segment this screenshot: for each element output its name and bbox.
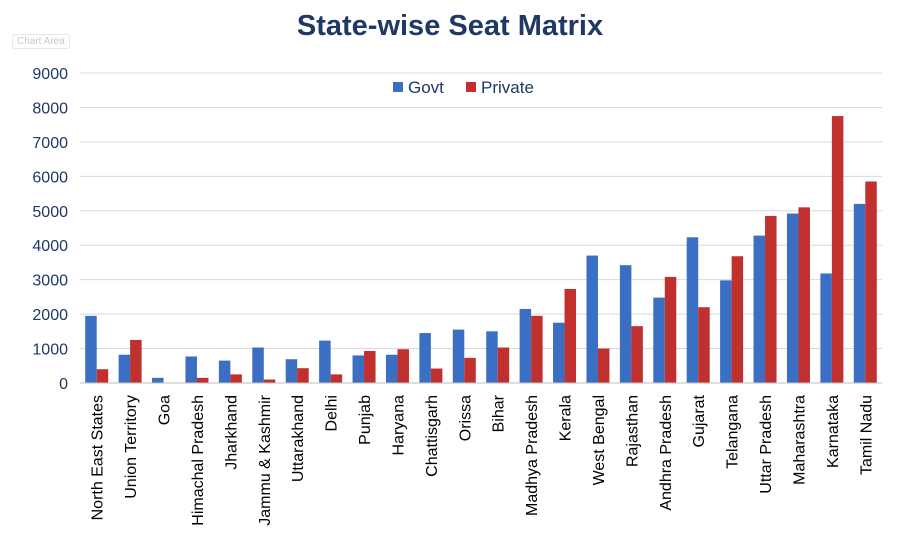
x-tick-label: Haryana xyxy=(390,395,407,456)
y-tick-label: 1000 xyxy=(32,342,68,359)
bar-govt[interactable]: Telangana - Govt: 2980 xyxy=(720,280,732,383)
y-tick-label: 4000 xyxy=(32,238,68,255)
y-tick-label: 9000 xyxy=(32,66,68,83)
bar-govt[interactable]: Bihar - Govt: 1500 xyxy=(486,331,498,383)
x-tick-label: Tamil Nadu xyxy=(858,395,875,475)
bar-private[interactable]: Bihar - Private: 1030 xyxy=(497,347,510,383)
bar-private[interactable]: Union Territory - Private: 1250 xyxy=(130,339,142,383)
y-tick-label: 6000 xyxy=(32,169,68,186)
bar-private[interactable]: Madhya Pradesh - Private: 1950 xyxy=(531,315,543,383)
bar-govt[interactable]: Punjab - Govt: 800 xyxy=(352,355,365,383)
legend-label-private[interactable]: Private xyxy=(481,78,534,97)
bar-private[interactable]: Karnataka - Private: 7750 xyxy=(831,116,844,384)
bar-govt[interactable]: Madhya Pradesh - Govt: 2150 xyxy=(519,308,532,383)
y-tick-label: 5000 xyxy=(32,204,68,221)
bar-private[interactable]: Delhi - Private: 250 xyxy=(330,374,343,383)
x-tick-label: Orissa xyxy=(457,395,474,441)
bar-govt[interactable]: Haryana - Govt: 820 xyxy=(385,354,398,383)
x-tick-label: Delhi xyxy=(324,395,341,431)
bar-private[interactable]: Rajasthan - Private: 1650 xyxy=(631,326,643,383)
bar-private[interactable]: Kerala - Private: 2730 xyxy=(564,288,577,383)
legend-label-govt[interactable]: Govt xyxy=(408,78,444,97)
x-tick-label: Jammu & Kashmir xyxy=(257,394,274,525)
bar-govt[interactable]: Maharashtra - Govt: 4920 xyxy=(786,213,799,383)
bar-private[interactable]: Himachal Pradesh - Private: 150 xyxy=(196,377,209,383)
legend-swatch-private xyxy=(466,82,476,92)
y-tick-label: 2000 xyxy=(32,307,68,324)
x-tick-label: Union Territory xyxy=(123,395,140,499)
bar-govt[interactable]: Goa - Govt: 150 xyxy=(152,377,164,383)
bar-govt[interactable]: Tamil Nadu - Govt: 5200 xyxy=(853,203,866,383)
bar-private[interactable]: Gujarat - Private: 2200 xyxy=(698,307,710,383)
y-tick-label: 0 xyxy=(59,376,68,393)
x-tick-label: Goa xyxy=(157,395,174,425)
bar-govt[interactable]: Kerala - Govt: 1750 xyxy=(553,322,565,383)
y-tick-label: 8000 xyxy=(32,100,68,117)
bar-govt[interactable]: Union Territory - Govt: 820 xyxy=(118,354,131,383)
x-tick-label: Madhya Pradesh xyxy=(524,395,541,516)
bar-private[interactable]: Andhra Pradesh - Private: 3080 xyxy=(664,276,677,383)
bar-govt[interactable]: Andhra Pradesh - Govt: 2480 xyxy=(653,297,665,383)
x-tick-label: Uttar Pradesh xyxy=(758,395,775,494)
x-tick-label: Punjab xyxy=(357,395,374,445)
bar-private[interactable]: Tamil Nadu - Private: 5850 xyxy=(865,181,877,384)
x-tick-label: Rajasthan xyxy=(624,395,641,467)
bar-govt[interactable]: Rajasthan - Govt: 3420 xyxy=(619,265,632,383)
bar-govt[interactable]: Delhi - Govt: 1230 xyxy=(319,340,331,383)
x-tick-label: Karnataka xyxy=(825,395,842,468)
bar-private[interactable]: West Bengal - Private: 1000 xyxy=(597,348,610,383)
bar-private[interactable]: Jammu & Kashmir - Private: 100 xyxy=(263,379,276,383)
x-tick-label: Telangana xyxy=(725,395,742,469)
bar-govt[interactable]: Jammu & Kashmir - Govt: 1030 xyxy=(252,347,264,383)
x-tick-label: Himachal Pradesh xyxy=(190,395,207,526)
bar-private[interactable]: Telangana - Private: 3680 xyxy=(731,256,744,383)
x-tick-label: North East States xyxy=(90,395,107,520)
bar-govt[interactable]: Himachal Pradesh - Govt: 770 xyxy=(185,356,197,383)
bar-private[interactable]: Maharashtra - Private: 5100 xyxy=(798,207,810,383)
bar-private[interactable]: Haryana - Private: 980 xyxy=(397,349,409,383)
x-tick-label: Kerala xyxy=(558,395,575,441)
bar-govt[interactable]: Chattisgarh - Govt: 1450 xyxy=(419,333,431,383)
x-tick-label: West Bengal xyxy=(591,395,608,485)
y-tick-label: 3000 xyxy=(32,273,68,290)
bar-private[interactable]: Punjab - Private: 930 xyxy=(364,350,376,383)
chart-title: State-wise Seat Matrix xyxy=(296,10,604,42)
bar-private[interactable]: Jharkhand - Private: 250 xyxy=(230,374,242,383)
x-tick-label: Chattisgarh xyxy=(424,395,441,477)
x-tick-label: Bihar xyxy=(491,394,508,432)
bar-private[interactable]: Chattisgarh - Private: 420 xyxy=(430,368,443,383)
bar-govt[interactable]: Gujarat - Govt: 4230 xyxy=(686,237,699,383)
chart-area-label: Chart Area xyxy=(12,34,70,49)
bar-govt[interactable]: Uttarakhand - Govt: 690 xyxy=(285,359,298,383)
bar-govt[interactable]: Orissa - Govt: 1550 xyxy=(452,329,465,383)
bar-private[interactable]: North East States - Private: 400 xyxy=(96,369,109,383)
bar-govt[interactable]: Jharkhand - Govt: 650 xyxy=(218,360,231,383)
x-tick-label: Jharkhand xyxy=(223,395,240,470)
x-tick-label: Uttarakhand xyxy=(290,395,307,482)
bar-private[interactable]: Orissa - Private: 730 xyxy=(464,357,476,383)
bar-govt[interactable]: North East States - Govt: 1950 xyxy=(85,315,97,383)
bar-govt[interactable]: Uttar Pradesh - Govt: 4280 xyxy=(753,235,766,383)
legend-swatch-govt xyxy=(393,82,403,92)
bar-govt[interactable]: Karnataka - Govt: 3180 xyxy=(820,273,832,383)
x-tick-label: Gujarat xyxy=(691,394,708,447)
y-tick-label: 7000 xyxy=(32,135,68,152)
bar-private[interactable]: Uttar Pradesh - Private: 4850 xyxy=(765,215,777,383)
x-tick-label: Maharashtra xyxy=(791,395,808,485)
bar-private[interactable]: Uttarakhand - Private: 430 xyxy=(297,368,309,383)
x-tick-label: Andhra Pradesh xyxy=(658,395,675,511)
bar-govt[interactable]: West Bengal - Govt: 3700 xyxy=(586,255,598,383)
